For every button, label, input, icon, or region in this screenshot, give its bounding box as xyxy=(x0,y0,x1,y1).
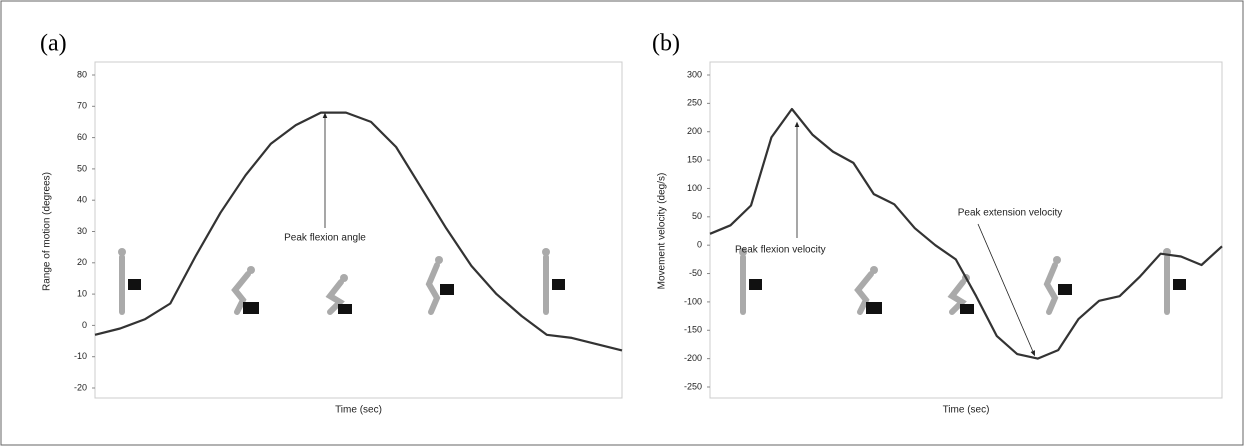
y-tick-label: 100 xyxy=(687,183,702,193)
y-tick-label: 150 xyxy=(687,154,702,164)
human-figure xyxy=(425,256,454,315)
figure-part xyxy=(1043,262,1059,315)
human-figure xyxy=(542,248,565,315)
figure-part xyxy=(425,262,441,315)
panel-label: (a) xyxy=(40,31,67,57)
y-tick-label: 80 xyxy=(77,69,87,79)
y-tick-label: -200 xyxy=(684,353,702,363)
x-axis-title: Time (sec) xyxy=(335,405,382,416)
figure-part xyxy=(435,256,443,264)
y-tick-label: 250 xyxy=(687,98,702,108)
figure-part xyxy=(552,279,565,290)
y-tick-label: 300 xyxy=(687,69,702,79)
figure-part xyxy=(542,248,550,256)
y-tick-label: 70 xyxy=(77,101,87,111)
plot-frame xyxy=(94,61,623,399)
data-line xyxy=(709,107,1223,360)
y-tick-label: -20 xyxy=(74,382,87,392)
y-tick-label: 200 xyxy=(687,126,702,136)
y-tick-label: 50 xyxy=(77,163,87,173)
y-tick-label: 0 xyxy=(697,240,702,250)
figure-part xyxy=(1058,284,1072,295)
y-tick-label: 20 xyxy=(77,257,87,267)
figure-part xyxy=(243,302,259,314)
annotation: Peak flexion velocity xyxy=(735,245,826,256)
plot-frame xyxy=(709,61,1223,399)
figure-part xyxy=(440,284,454,295)
human-figure xyxy=(1043,256,1072,315)
human-figure xyxy=(325,274,352,315)
annotation: Peak flexion angle xyxy=(284,233,366,244)
y-tick-label: -10 xyxy=(74,351,87,361)
data-line xyxy=(94,111,623,352)
figure-part xyxy=(854,271,874,315)
y-tick-label: -150 xyxy=(684,325,702,335)
figure-part xyxy=(749,279,762,290)
y-tick-label: 10 xyxy=(77,288,87,298)
annotation-arrow xyxy=(977,223,1035,357)
x-axis-title: Time (sec) xyxy=(943,405,990,416)
human-figure xyxy=(739,248,762,315)
y-tick-label: -50 xyxy=(689,268,702,278)
figure-part xyxy=(866,302,882,314)
figure-part xyxy=(338,304,352,314)
human-figure xyxy=(854,266,882,315)
figure-part xyxy=(118,248,126,256)
y-tick-label: -100 xyxy=(684,296,702,306)
figure-part xyxy=(1173,279,1186,290)
figure-part xyxy=(960,304,974,314)
figure-part xyxy=(128,279,141,290)
y-tick-label: 60 xyxy=(77,132,87,142)
figure-part xyxy=(231,271,251,315)
y-tick-label: -250 xyxy=(684,381,702,391)
human-figure xyxy=(118,248,141,315)
y-axis-title: Movement velocity (deg/s) xyxy=(657,173,668,290)
figure-part xyxy=(947,279,967,315)
y-tick-label: 50 xyxy=(692,211,702,221)
figure-part xyxy=(325,279,345,315)
y-tick-label: 30 xyxy=(77,226,87,236)
panel-label: (b) xyxy=(652,31,680,57)
y-axis-title: Range of motion (degrees) xyxy=(42,172,53,291)
figure-part xyxy=(739,248,747,256)
human-figure xyxy=(231,266,259,315)
y-tick-label: 40 xyxy=(77,195,87,205)
y-tick-label: 0 xyxy=(82,320,87,330)
annotation: Peak extension velocity xyxy=(958,208,1063,219)
